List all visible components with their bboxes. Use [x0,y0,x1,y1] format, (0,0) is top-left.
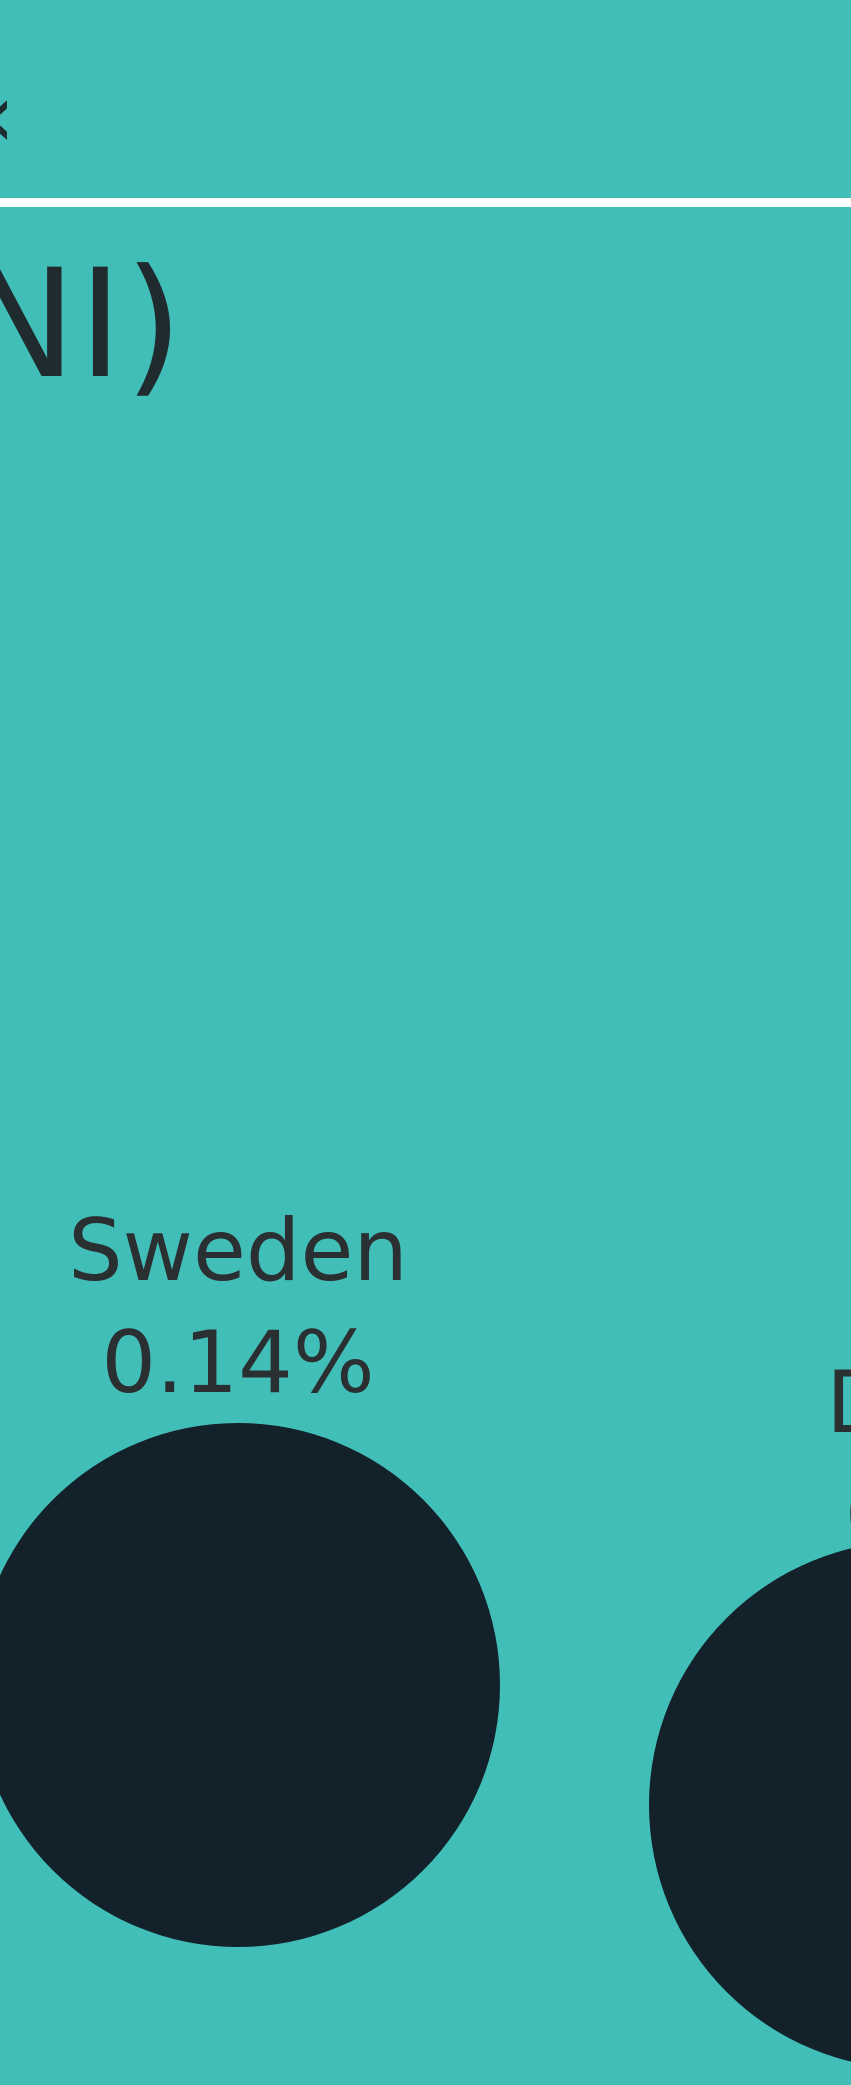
header-divider [0,198,851,207]
bubble-value-label-denmark: 0.1 [845,1466,851,1566]
bubble-label-denmark: Den [826,1353,851,1453]
page-heading: NI) [0,238,185,412]
bubble-label-sweden: Sweden [68,1201,408,1301]
bubble-sweden [0,1423,500,1947]
bubble-value-label-sweden: 0.14% [101,1313,374,1413]
header-partial-char: ‹ [0,72,15,160]
bubble-denmark [649,1548,851,2062]
